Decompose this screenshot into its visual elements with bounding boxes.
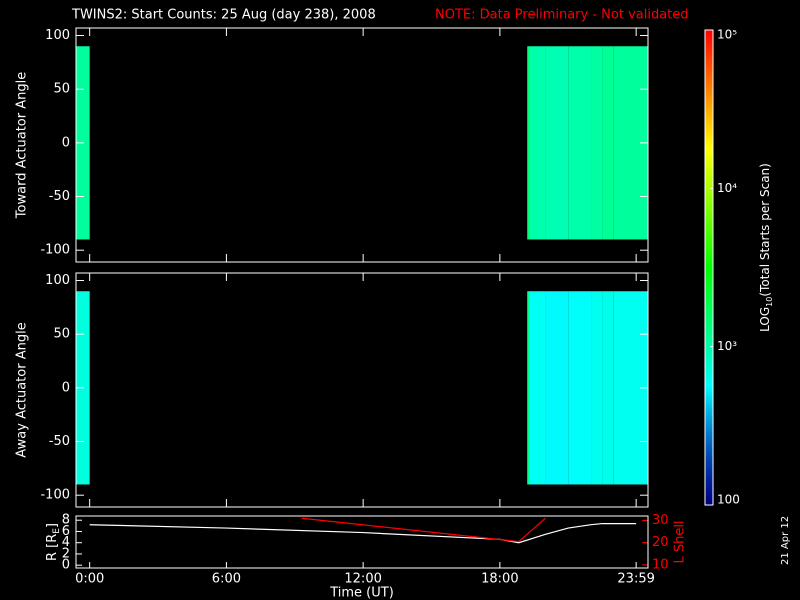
label-part: R [R [45,534,60,561]
series-line [89,522,637,544]
y-axis-label: Away Actuator Angle [15,322,30,457]
heat-cell [602,291,614,485]
label-part: ] [45,523,60,528]
y2-tick-label: 20 [652,535,669,550]
colorbar-tick-label: 100 [717,493,740,507]
axis-box [75,272,649,508]
y-tick-label: 4 [62,535,70,550]
colorbar [704,29,714,506]
y-tick-label: -50 [49,434,70,449]
heat-cell [545,46,569,240]
y-tick-label: 100 [45,28,70,43]
label-part: (Total Starts per Scan) [758,163,772,297]
y-tick-label: -50 [49,189,70,204]
axis-box [75,515,649,569]
label-part: LOG [758,307,772,332]
colorbar-tick-label: 10⁵ [717,28,737,42]
x-tick-label: 0:00 [75,572,104,587]
y-tick-label: 100 [45,273,70,288]
chart-title: TWINS2: Start Counts: 25 Aug (day 238), … [71,8,376,23]
y2-tick-label: 30 [652,513,669,528]
y-tick-label: -100 [40,243,70,258]
colorbar-label: LOG10(Total Starts per Scan) [758,163,774,332]
y-tick-label: 50 [53,82,70,97]
axis-box [75,27,649,263]
heat-cell [568,46,592,240]
y-tick-label: 50 [53,327,70,342]
heat-cell [529,46,546,240]
heat-cell [591,46,603,240]
heat-cell [591,291,603,485]
heat-cell [545,291,569,485]
x-tick-label: 18:00 [481,572,518,587]
series-line [301,517,546,543]
heat-cell [527,46,530,240]
y-tick-label: 6 [62,524,70,539]
heat-cell [602,46,614,240]
note: NOTE: Data Preliminary - Not validated [435,8,689,23]
y-tick-label: -100 [40,488,70,503]
y2-tick-label: 10 [652,557,669,572]
y2-axis-label: L Shell [673,520,688,563]
heat-cell [568,291,592,485]
y-axis-label: R [RE] [45,523,62,561]
label-part: E [52,528,62,534]
x-tick-label: 23:59 [617,572,654,587]
x-tick-label: 12:00 [344,572,381,587]
y-tick-label: 0 [62,135,70,150]
y-tick-label: 0 [62,380,70,395]
heat-cell [527,291,530,485]
x-axis-label: Time (UT) [329,586,394,600]
y-tick-label: 0 [62,558,70,573]
y-tick-label: 8 [62,513,70,528]
colorbar-tick-label: 10³ [717,339,737,353]
y-tick-label: 2 [62,546,70,561]
label-part: 10 [765,297,774,307]
side-date: 21 Apr 12 [780,516,791,565]
y-axis-label: Toward Actuator Angle [15,72,30,219]
colorbar-tick-label: 10⁴ [717,181,737,195]
x-tick-label: 6:00 [212,572,241,587]
heat-cell [529,291,546,485]
